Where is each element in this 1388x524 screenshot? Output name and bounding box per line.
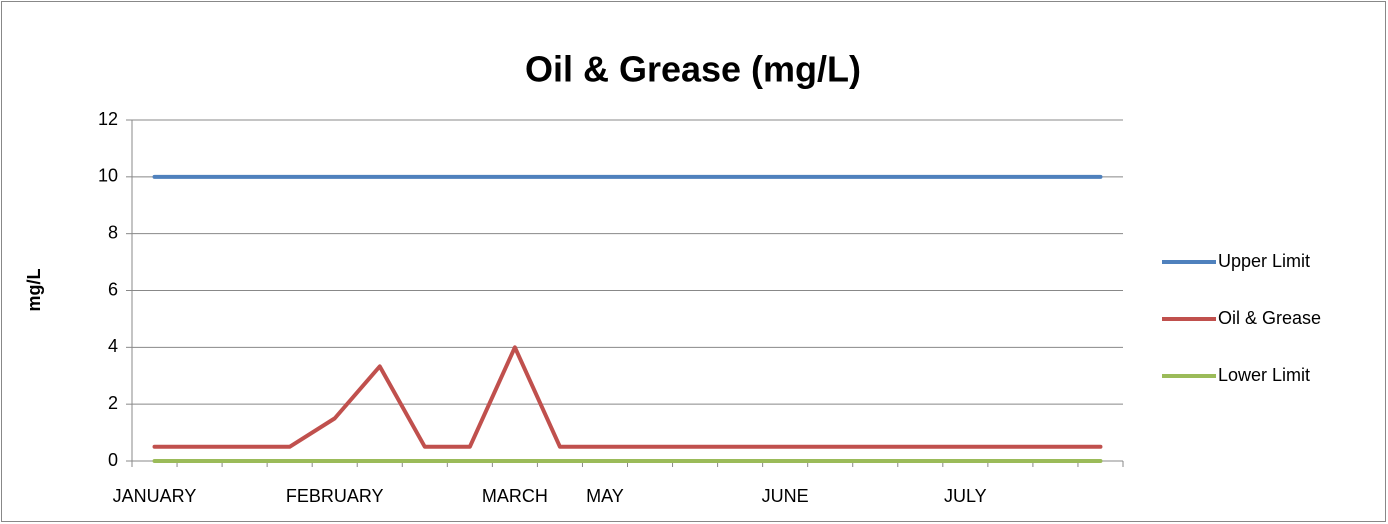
y-tick-label: 12 bbox=[98, 109, 118, 129]
x-tick-label: JULY bbox=[944, 486, 987, 506]
y-tick-label: 8 bbox=[108, 222, 118, 242]
chart-title: Oil & Grease (mg/L) bbox=[525, 49, 861, 90]
series-line bbox=[152, 345, 1103, 449]
y-tick-label: 0 bbox=[108, 450, 118, 470]
legend-label: Oil & Grease bbox=[1218, 308, 1321, 328]
y-tick-label: 4 bbox=[108, 336, 118, 356]
x-tick-label: MARCH bbox=[482, 486, 548, 506]
y-tick-label: 2 bbox=[108, 393, 118, 413]
x-tick-label: JANUARY bbox=[113, 486, 197, 506]
x-tick-label: MAY bbox=[586, 486, 624, 506]
y-tick-label: 6 bbox=[108, 279, 118, 299]
legend-label: Upper Limit bbox=[1218, 251, 1310, 271]
y-axis-title: mg/L bbox=[24, 268, 44, 311]
x-tick-label: JUNE bbox=[762, 486, 809, 506]
x-tick-label: FEBRUARY bbox=[286, 486, 384, 506]
y-tick-label: 10 bbox=[98, 166, 118, 186]
legend-label: Lower Limit bbox=[1218, 365, 1310, 385]
